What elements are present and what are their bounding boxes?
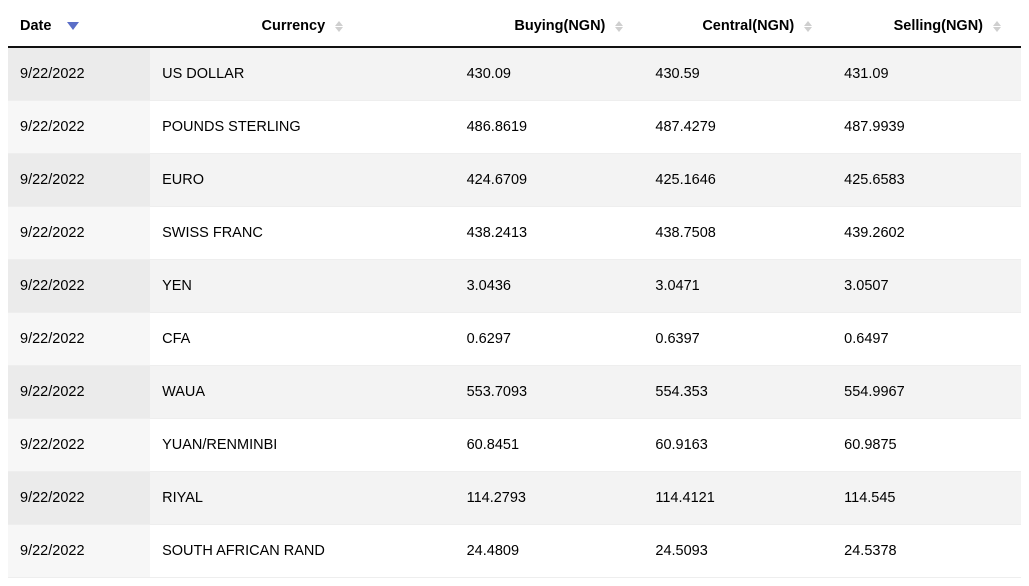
col-header-date[interactable]: Date <box>8 8 150 47</box>
table-row: 9/22/2022 SOUTH AFRICAN RAND 24.4809 24.… <box>8 525 1021 578</box>
table-row: 9/22/2022 POUNDS STERLING 486.8619 487.4… <box>8 101 1021 154</box>
sort-desc-active-icon <box>67 22 79 30</box>
cell-currency: US DOLLAR <box>150 47 455 101</box>
cell-central: 430.59 <box>643 47 832 101</box>
cell-central: 554.353 <box>643 366 832 419</box>
table-row: 9/22/2022 YUAN/RENMINBI 60.8451 60.9163 … <box>8 419 1021 472</box>
col-header-central[interactable]: Central(NGN) <box>643 8 832 47</box>
table-row: 9/22/2022 YEN 3.0436 3.0471 3.0507 <box>8 260 1021 313</box>
cell-date: 9/22/2022 <box>8 525 150 578</box>
cell-date: 9/22/2022 <box>8 260 150 313</box>
cell-central: 60.9163 <box>643 419 832 472</box>
sort-arrows-icon <box>335 21 343 32</box>
cell-selling: 487.9939 <box>832 101 1021 154</box>
cell-buying: 0.6297 <box>455 313 644 366</box>
cell-currency: RIYAL <box>150 472 455 525</box>
col-header-buying[interactable]: Buying(NGN) <box>455 8 644 47</box>
cell-currency: WAUA <box>150 366 455 419</box>
table-row: 9/22/2022 EURO 424.6709 425.1646 425.658… <box>8 154 1021 207</box>
table-row: 9/22/2022 US DOLLAR 430.09 430.59 431.09 <box>8 47 1021 101</box>
cell-central: 438.7508 <box>643 207 832 260</box>
col-header-label: Currency <box>262 18 326 34</box>
cell-central: 24.5093 <box>643 525 832 578</box>
cell-date: 9/22/2022 <box>8 207 150 260</box>
cell-currency: SOUTH AFRICAN RAND <box>150 525 455 578</box>
cell-buying: 553.7093 <box>455 366 644 419</box>
cell-currency: CFA <box>150 313 455 366</box>
cell-selling: 431.09 <box>832 47 1021 101</box>
cell-buying: 424.6709 <box>455 154 644 207</box>
cell-central: 114.4121 <box>643 472 832 525</box>
col-header-label: Selling(NGN) <box>894 18 983 34</box>
cell-selling: 60.9875 <box>832 419 1021 472</box>
col-header-label: Buying(NGN) <box>514 18 605 34</box>
table-row: 9/22/2022 WAUA 553.7093 554.353 554.9967 <box>8 366 1021 419</box>
cell-date: 9/22/2022 <box>8 366 150 419</box>
cell-selling: 439.2602 <box>832 207 1021 260</box>
col-header-currency[interactable]: Currency <box>150 8 455 47</box>
cell-date: 9/22/2022 <box>8 313 150 366</box>
cell-currency: POUNDS STERLING <box>150 101 455 154</box>
cell-currency: EURO <box>150 154 455 207</box>
sort-arrows-icon <box>804 21 812 32</box>
cell-buying: 430.09 <box>455 47 644 101</box>
cell-date: 9/22/2022 <box>8 47 150 101</box>
cell-currency: SWISS FRANC <box>150 207 455 260</box>
cell-selling: 24.5378 <box>832 525 1021 578</box>
table-body: 9/22/2022 US DOLLAR 430.09 430.59 431.09… <box>8 47 1021 578</box>
cell-date: 9/22/2022 <box>8 101 150 154</box>
table-row: 9/22/2022 RIYAL 114.2793 114.4121 114.54… <box>8 472 1021 525</box>
cell-selling: 554.9967 <box>832 366 1021 419</box>
table-header-row: Date Currency Buying(NGN) Central(NGN) <box>8 8 1021 47</box>
col-header-label: Date <box>20 18 51 34</box>
cell-buying: 60.8451 <box>455 419 644 472</box>
cell-central: 3.0471 <box>643 260 832 313</box>
cell-selling: 425.6583 <box>832 154 1021 207</box>
cell-buying: 114.2793 <box>455 472 644 525</box>
table-row: 9/22/2022 SWISS FRANC 438.2413 438.7508 … <box>8 207 1021 260</box>
cell-date: 9/22/2022 <box>8 154 150 207</box>
col-header-selling[interactable]: Selling(NGN) <box>832 8 1021 47</box>
cell-central: 0.6397 <box>643 313 832 366</box>
col-header-label: Central(NGN) <box>702 18 794 34</box>
cell-buying: 486.8619 <box>455 101 644 154</box>
cell-central: 487.4279 <box>643 101 832 154</box>
cell-selling: 114.545 <box>832 472 1021 525</box>
cell-currency: YUAN/RENMINBI <box>150 419 455 472</box>
cell-buying: 24.4809 <box>455 525 644 578</box>
sort-arrows-icon <box>615 21 623 32</box>
cell-buying: 3.0436 <box>455 260 644 313</box>
cell-selling: 0.6497 <box>832 313 1021 366</box>
cell-central: 425.1646 <box>643 154 832 207</box>
cell-selling: 3.0507 <box>832 260 1021 313</box>
cell-date: 9/22/2022 <box>8 472 150 525</box>
cell-buying: 438.2413 <box>455 207 644 260</box>
table-row: 9/22/2022 CFA 0.6297 0.6397 0.6497 <box>8 313 1021 366</box>
exchange-rate-table: Date Currency Buying(NGN) Central(NGN) <box>8 8 1021 578</box>
sort-arrows-icon <box>993 21 1001 32</box>
cell-currency: YEN <box>150 260 455 313</box>
cell-date: 9/22/2022 <box>8 419 150 472</box>
